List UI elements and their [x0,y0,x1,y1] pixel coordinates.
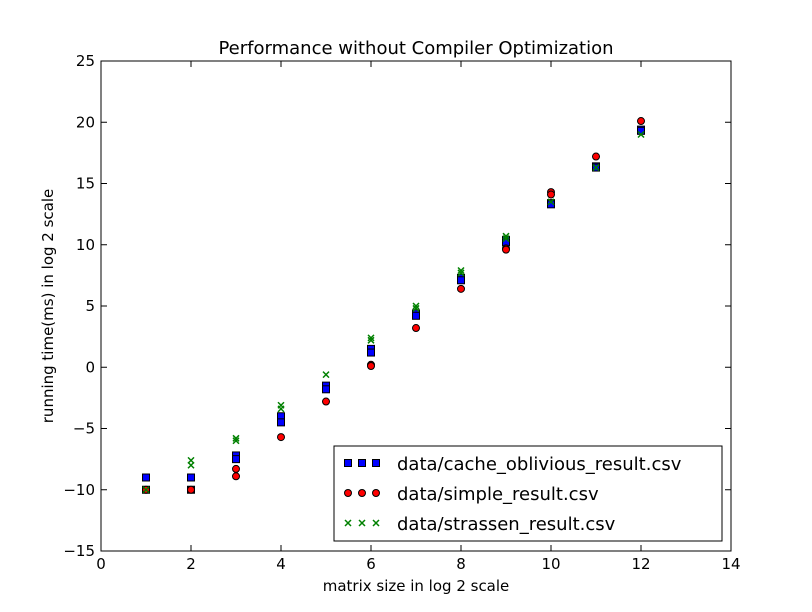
legend-entry: data/strassen_result.csv [344,514,616,535]
legend-marker [358,489,366,497]
data-point [367,336,375,344]
y-tick-label: 10 [76,236,95,254]
data-point [637,130,645,139]
data-point [592,164,600,172]
y-tick-label: 20 [76,113,95,131]
y-tick-label: 15 [76,175,95,193]
data-point [592,152,600,161]
legend-box [333,445,723,542]
y-tick-label: 0 [85,358,95,376]
y-tick-label: −10 [63,481,95,499]
legend-entry: data/cache_oblivious_result.csv [344,454,682,475]
data-point [457,269,465,277]
data-point [367,334,375,342]
data-point [232,464,240,473]
data-point [367,348,375,357]
y-tick-label: 5 [85,297,95,315]
data-point [367,362,375,371]
y-tick-label: −5 [73,420,95,438]
legend-marker [372,459,380,467]
data-point [277,405,285,413]
y-axis-label: running time(ms) in log 2 scale [39,189,57,423]
x-tick-label: 4 [276,555,286,573]
x-tick-label: 0 [96,555,106,573]
legend-label: data/simple_result.csv [397,484,599,505]
data-point [187,461,195,469]
data-point [637,126,645,135]
data-point [547,198,555,206]
data-point [277,418,285,427]
plot-area [142,117,645,494]
y-tick-label: −15 [63,542,95,560]
legend-marker [358,519,366,527]
x-tick-label: 12 [631,555,650,573]
x-tick-label: 14 [721,555,740,573]
legend: data/cache_oblivious_result.csv data/simp… [333,445,723,542]
data-point [322,371,330,379]
data-point [502,232,510,240]
data-point [142,486,150,494]
data-point [232,434,240,442]
data-point [457,276,465,285]
legend-entry: data/simple_result.csv [344,484,599,505]
data-point [277,433,285,442]
x-tick-label: 8 [456,555,466,573]
y-tick-label: 25 [76,52,95,70]
data-point [457,284,465,293]
series-square [142,125,645,494]
x-tick-label: 10 [541,555,560,573]
data-point [322,397,330,406]
plot-frame [100,60,732,552]
data-point [547,190,555,199]
data-point [142,473,150,482]
data-point [637,117,645,126]
axis-ticks: 0 2 4 6 8 10 12 14 −15 −10 −5 0 5 10 15 20 25 [63,52,740,573]
data-point [412,324,420,333]
x-axis-label: matrix size in log 2 scale [323,577,510,595]
legend-label: data/cache_oblivious_result.csv [397,454,682,475]
data-point [412,302,420,310]
data-point [457,266,465,275]
data-point [232,437,240,445]
data-point [187,473,195,482]
legend-marker [372,489,380,497]
data-point [232,472,240,481]
series-x [142,130,645,494]
legend-marker [358,459,366,467]
legend-marker [344,519,352,527]
data-point [187,485,195,494]
data-point [412,304,420,312]
data-point [502,235,510,243]
data-point [502,245,510,254]
x-tick-label: 2 [186,555,196,573]
data-point [412,311,420,320]
series-circle [142,117,645,494]
data-point [322,385,330,394]
legend-marker [344,459,352,467]
legend-label: data/strassen_result.csv [397,514,616,535]
legend-marker [344,489,352,497]
x-tick-label: 6 [366,555,376,573]
legend-marker [372,519,380,527]
data-point [232,455,240,464]
chart-title: Performance without Compiler Optimizatio… [218,38,613,59]
